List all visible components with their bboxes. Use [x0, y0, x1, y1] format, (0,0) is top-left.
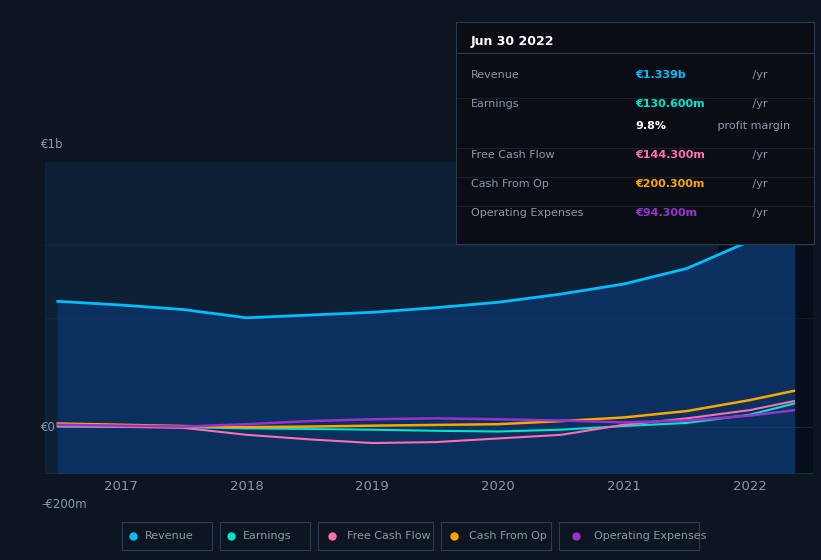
Bar [718, 162, 813, 473]
Text: Cash From Op: Cash From Op [470, 179, 548, 189]
Text: Revenue: Revenue [144, 531, 193, 541]
Text: €94.300m: €94.300m [635, 208, 697, 218]
Text: 9.8%: 9.8% [635, 122, 666, 132]
Text: /yr: /yr [750, 150, 768, 160]
Text: /yr: /yr [750, 208, 768, 218]
Text: Operating Expenses: Operating Expenses [594, 531, 706, 541]
Text: Free Cash Flow: Free Cash Flow [470, 150, 554, 160]
Text: €0: €0 [41, 421, 56, 434]
Text: Operating Expenses: Operating Expenses [470, 208, 583, 218]
Text: €200.300m: €200.300m [635, 179, 704, 189]
Text: €144.300m: €144.300m [635, 150, 705, 160]
Text: profit margin: profit margin [713, 122, 790, 132]
Text: /yr: /yr [750, 71, 768, 81]
Text: Cash From Op: Cash From Op [469, 531, 546, 541]
Text: Free Cash Flow: Free Cash Flow [346, 531, 430, 541]
Text: €1b: €1b [41, 138, 63, 151]
Text: Earnings: Earnings [242, 531, 291, 541]
Text: Earnings: Earnings [470, 99, 519, 109]
Text: /yr: /yr [750, 179, 768, 189]
Text: -€200m: -€200m [41, 498, 87, 511]
Text: Revenue: Revenue [470, 71, 520, 81]
Text: €130.600m: €130.600m [635, 99, 704, 109]
Text: /yr: /yr [750, 99, 768, 109]
Text: €1.339b: €1.339b [635, 71, 686, 81]
Text: Jun 30 2022: Jun 30 2022 [470, 35, 554, 48]
